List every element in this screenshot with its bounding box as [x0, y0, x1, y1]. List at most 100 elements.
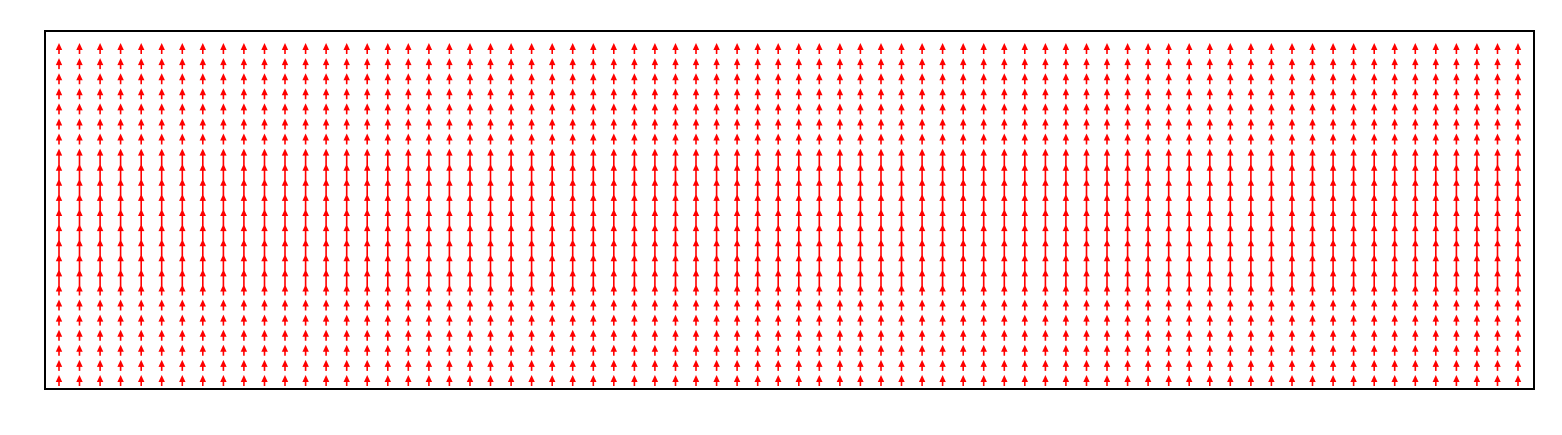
vector-arrow — [1165, 73, 1172, 85]
vector-arrow — [1473, 254, 1481, 277]
vector-arrow — [939, 88, 946, 100]
vector-arrow — [1186, 118, 1193, 130]
vector-arrow — [322, 58, 330, 70]
vector-arrow — [322, 43, 330, 54]
vector-arrow — [261, 239, 268, 262]
vector-arrow — [1494, 269, 1501, 292]
vector-arrow — [1165, 314, 1172, 326]
vector-arrow — [425, 224, 433, 247]
vector-arrow — [1083, 269, 1090, 292]
vector-arrow — [1186, 254, 1193, 277]
vector-arrow — [76, 344, 83, 356]
vector-arrow — [1371, 133, 1378, 145]
vector-arrow — [1412, 133, 1419, 145]
vector-arrow — [1391, 88, 1398, 100]
vector-arrow — [158, 163, 165, 186]
vector-arrow — [939, 344, 946, 356]
vector-arrow — [1042, 299, 1049, 311]
vector-arrow — [240, 133, 248, 145]
vector-arrow — [1021, 375, 1028, 386]
vector-arrow — [220, 209, 227, 231]
vector-arrow — [138, 193, 145, 216]
vector-arrow — [302, 269, 309, 292]
vector-arrow — [960, 344, 967, 356]
vector-arrow — [610, 103, 617, 115]
vector-arrow — [918, 193, 926, 216]
vector-arrow — [1021, 329, 1028, 341]
vector-arrow — [918, 329, 926, 341]
vector-arrow — [836, 133, 844, 145]
vector-arrow — [733, 103, 741, 115]
vector-arrow — [138, 103, 145, 115]
vector-arrow — [631, 73, 638, 85]
vector-arrow — [1473, 359, 1481, 371]
vector-arrow — [1206, 88, 1213, 100]
vector-arrow — [733, 239, 741, 262]
vector-arrow — [631, 88, 638, 100]
vector-arrow — [939, 103, 946, 115]
vector-arrow — [1432, 178, 1439, 201]
vector-arrow — [138, 163, 145, 186]
vector-arrow — [1412, 43, 1419, 54]
vector-arrow — [240, 178, 248, 201]
vector-arrow — [672, 344, 679, 356]
vector-arrow — [487, 269, 494, 292]
vector-arrow — [1391, 148, 1398, 171]
vector-arrow — [1453, 375, 1460, 386]
vector-arrow — [733, 133, 741, 145]
vector-arrow — [816, 375, 823, 386]
vector-arrow — [261, 375, 268, 386]
vector-arrow — [220, 329, 227, 341]
vector-arrow — [1227, 148, 1234, 171]
vector-arrow — [1103, 58, 1111, 70]
vector-arrow — [240, 375, 248, 386]
vector-arrow — [1103, 209, 1111, 231]
vector-arrow — [1473, 269, 1481, 292]
vector-arrow — [446, 299, 453, 311]
vector-arrow — [590, 224, 597, 247]
vector-arrow — [569, 224, 576, 247]
vector-arrow — [405, 314, 412, 326]
vector-arrow — [1309, 329, 1316, 341]
vector-arrow — [1268, 314, 1275, 326]
vector-arrow — [528, 43, 535, 54]
vector-arrow — [261, 329, 268, 341]
vector-arrow — [199, 133, 206, 145]
vector-arrow — [1144, 284, 1152, 296]
vector-arrow — [631, 314, 638, 326]
vector-arrow — [302, 299, 309, 311]
vector-arrow — [1186, 329, 1193, 341]
vector-arrow — [1001, 178, 1008, 201]
vector-arrow — [1494, 284, 1501, 296]
vector-arrow — [1412, 88, 1419, 100]
vector-arrow — [1432, 239, 1439, 262]
vector-arrow — [569, 359, 576, 371]
vector-arrow — [1329, 148, 1337, 171]
vector-arrow — [1309, 284, 1316, 296]
vector-arrow — [939, 375, 946, 386]
vector-arrow — [466, 178, 474, 201]
vector-arrow — [364, 58, 371, 70]
vector-arrow — [179, 224, 186, 247]
vector-arrow — [795, 284, 802, 296]
vector-arrow — [980, 148, 987, 171]
vector-arrow — [1453, 344, 1460, 356]
vector-arrow — [1186, 299, 1193, 311]
vector-arrow — [939, 269, 946, 292]
vector-arrow — [425, 254, 433, 277]
vector-arrow — [1494, 239, 1501, 262]
vector-arrow — [1371, 103, 1378, 115]
vector-arrow — [281, 359, 289, 371]
vector-arrow — [1124, 193, 1131, 216]
vector-arrow — [816, 314, 823, 326]
vector-arrow — [1144, 239, 1152, 262]
vector-arrow — [261, 314, 268, 326]
vector-arrow — [55, 133, 63, 145]
vector-arrow — [199, 284, 206, 296]
vector-arrow — [528, 284, 535, 296]
vector-arrow — [775, 148, 782, 171]
vector-arrow — [1227, 73, 1234, 85]
vector-arrow — [672, 329, 679, 341]
vector-arrow — [405, 375, 412, 386]
vector-arrow — [1062, 269, 1070, 292]
